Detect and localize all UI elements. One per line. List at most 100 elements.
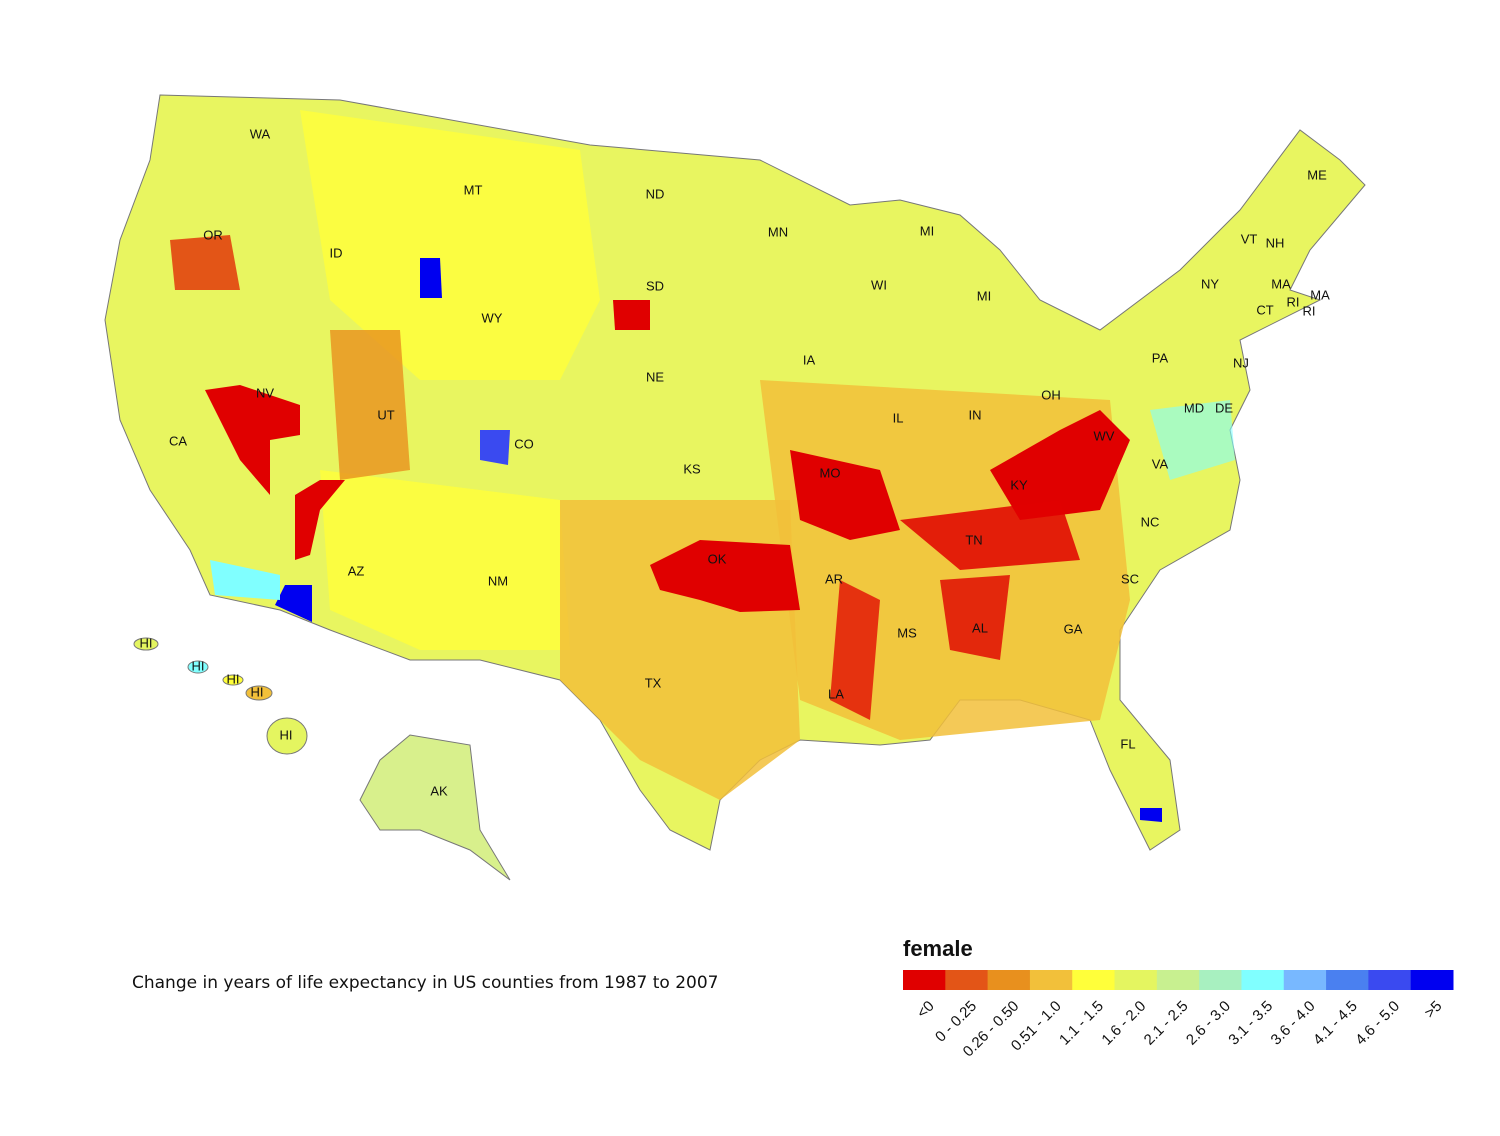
hawaii-island [222, 674, 244, 686]
region-cyan [210, 560, 280, 600]
state-label: NV [256, 385, 274, 400]
legend-swatch [1283, 970, 1327, 990]
state-label: RI [1303, 303, 1316, 318]
legend-label: 3.6 - 4.0 [1268, 998, 1319, 1049]
state-label: AL [972, 620, 988, 635]
state-label: MT [464, 182, 483, 197]
state-label: KY [1010, 477, 1028, 492]
state-label: MI [977, 288, 991, 303]
state-label: TN [965, 532, 982, 547]
state-label: MS [897, 625, 917, 640]
state-label: NH [1266, 235, 1285, 250]
state-label: MD [1184, 400, 1204, 415]
region-orange [330, 330, 410, 480]
legend-label: 1.1 - 1.5 [1056, 998, 1107, 1049]
legend-swatch [1326, 970, 1369, 990]
state-label: ND [646, 186, 665, 201]
state-label: HI [227, 671, 240, 686]
state-label: GA [1064, 621, 1083, 636]
caption: Change in years of life expectancy in US… [132, 973, 718, 993]
legend-swatch [945, 970, 989, 990]
state-label: CO [514, 436, 534, 451]
state-label: MI [920, 223, 934, 238]
state-label: WV [1094, 428, 1115, 443]
us-map [104, 94, 1366, 881]
state-label: LA [828, 686, 844, 701]
state-label: WA [250, 126, 271, 141]
state-label: DE [1215, 400, 1233, 415]
state-label: HI [251, 684, 264, 699]
region-blue [420, 258, 442, 298]
region-orange [170, 235, 240, 290]
state-label: AK [430, 783, 448, 798]
region-red [613, 300, 650, 330]
state-label: CT [1256, 302, 1273, 317]
state-labels: WA OR CA NV ID MT WY UT AZ CO NM ND SD NE KS OK TX MN IA MO… [140, 126, 1331, 798]
region-red [940, 575, 1010, 660]
region-red [900, 500, 1080, 570]
state-label: MA [1310, 287, 1330, 302]
legend-swatch [1114, 970, 1158, 990]
state-label: HI [140, 635, 153, 650]
legend-label: <0 [914, 998, 938, 1022]
hawaii [133, 637, 308, 755]
region-blue [1140, 808, 1162, 822]
legend-label: 2.1 - 2.5 [1141, 998, 1192, 1049]
legend: female <00 - 0.250.26 - 0.500.51 - 1.01.… [903, 936, 1454, 1060]
state-label: OK [708, 551, 727, 566]
state-label: NM [488, 573, 508, 588]
legend-swatch [1368, 970, 1412, 990]
state-label: IN [969, 407, 982, 422]
state-label: AZ [348, 563, 365, 578]
region-red [790, 450, 900, 540]
state-label: CA [169, 433, 187, 448]
region-cyan [1150, 400, 1235, 480]
state-label: RI [1287, 294, 1300, 309]
state-label: SC [1121, 571, 1139, 586]
county-regions [170, 110, 1235, 822]
hawaii-island [187, 660, 209, 674]
hawaii-island [133, 637, 159, 651]
region-red [650, 540, 800, 612]
legend-swatch [1072, 970, 1116, 990]
state-label: ME [1307, 167, 1327, 182]
legend-label: 4.1 - 4.5 [1310, 998, 1361, 1049]
state-label: PA [1152, 350, 1169, 365]
state-label: HI [280, 727, 293, 742]
alaska [359, 734, 511, 881]
state-label: NJ [1233, 355, 1249, 370]
state-label: TX [645, 675, 662, 690]
state-label: NE [646, 369, 664, 384]
state-label: SD [646, 278, 664, 293]
legend-swatch [1199, 970, 1242, 990]
region-red [205, 385, 300, 495]
state-label: MA [1271, 276, 1291, 291]
hawaii-island [245, 685, 273, 701]
state-label: VT [1241, 231, 1258, 246]
legend-label: 4.6 - 5.0 [1352, 998, 1403, 1049]
state-label: OH [1041, 387, 1061, 402]
legend-title: female [903, 936, 973, 961]
state-label: VA [1152, 456, 1169, 471]
legend-swatch [987, 970, 1031, 990]
state-label: AR [825, 571, 843, 586]
legend-swatch [1156, 970, 1200, 990]
state-label: WY [482, 310, 503, 325]
state-label: MO [820, 465, 841, 480]
state-label: IA [803, 352, 816, 367]
state-label: WI [871, 277, 887, 292]
state-label: ID [330, 245, 343, 260]
region-blue [480, 430, 510, 465]
legend-swatch [1029, 970, 1073, 990]
state-label: FL [1120, 736, 1135, 751]
legend-label: 1.6 - 2.0 [1098, 998, 1149, 1049]
state-label: NC [1141, 514, 1160, 529]
region-red [830, 580, 880, 720]
state-label: KS [683, 461, 701, 476]
state-label: IL [893, 410, 904, 425]
legend-swatch [1410, 970, 1454, 990]
legend-swatch [903, 970, 946, 990]
legend-label: 2.6 - 3.0 [1183, 998, 1234, 1049]
region-red [990, 410, 1130, 520]
